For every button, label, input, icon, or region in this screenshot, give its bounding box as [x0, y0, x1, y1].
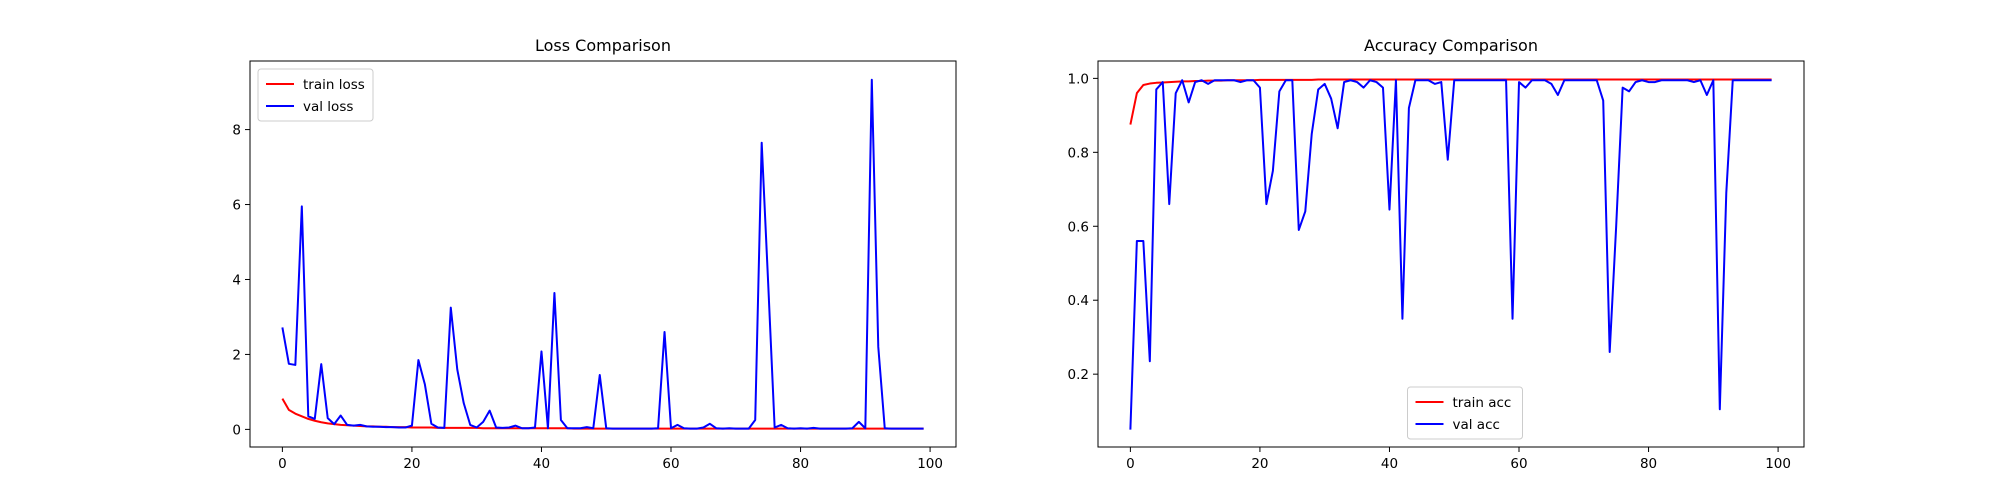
x-tick-label: 0 [1126, 456, 1135, 472]
x-tick-label: 80 [1640, 456, 1657, 472]
chart-title: Accuracy Comparison [1364, 36, 1538, 55]
legend-box [1407, 386, 1523, 440]
plot-area [1129, 78, 1772, 430]
chart-title: Loss Comparison [535, 36, 671, 55]
x-tick-label: 80 [792, 456, 809, 472]
accuracy-chart: Accuracy Comparison 0 20 40 60 80 100 0.2 0.4 0.6… [1068, 36, 1805, 472]
val-loss-line [281, 78, 924, 430]
plot-area [281, 78, 924, 430]
x-tick-label: 60 [1510, 456, 1527, 472]
x-tick-label: 20 [403, 456, 420, 472]
y-tick-label: 0.4 [1068, 293, 1089, 309]
legend: train loss val loss [257, 68, 374, 122]
x-tick-label: 100 [1765, 456, 1791, 472]
x-tick-label: 40 [533, 456, 550, 472]
legend-box [257, 68, 374, 122]
legend-label: train acc [1453, 395, 1512, 411]
y-tick-label: 8 [232, 123, 241, 139]
y-tick-label: 0.6 [1068, 219, 1089, 235]
x-tick-label: 40 [1381, 456, 1398, 472]
x-tick-label: 100 [917, 456, 943, 472]
x-tick-label: 20 [1251, 456, 1268, 472]
loss-chart: Loss Comparison 0 20 40 60 80 100 0 2 4 6 8 train lo… [232, 36, 957, 472]
y-tick-label: 0.8 [1068, 145, 1089, 161]
val-acc-line [1129, 79, 1772, 430]
y-tick-label: 6 [232, 198, 241, 214]
axes-frame [1097, 60, 1805, 448]
axes-frame [249, 60, 957, 448]
y-tick-label: 0.2 [1068, 367, 1089, 383]
y-tick-label: 2 [232, 347, 241, 363]
y-tick-label: 4 [232, 272, 241, 288]
legend-label: train loss [303, 77, 365, 93]
y-tick-label: 1.0 [1068, 71, 1089, 87]
legend-label: val loss [303, 99, 353, 115]
legend-label: val acc [1453, 417, 1500, 433]
y-tick-label: 0 [232, 422, 241, 438]
legend: train acc val acc [1407, 386, 1523, 440]
x-tick-label: 0 [278, 456, 287, 472]
x-tick-label: 60 [662, 456, 679, 472]
